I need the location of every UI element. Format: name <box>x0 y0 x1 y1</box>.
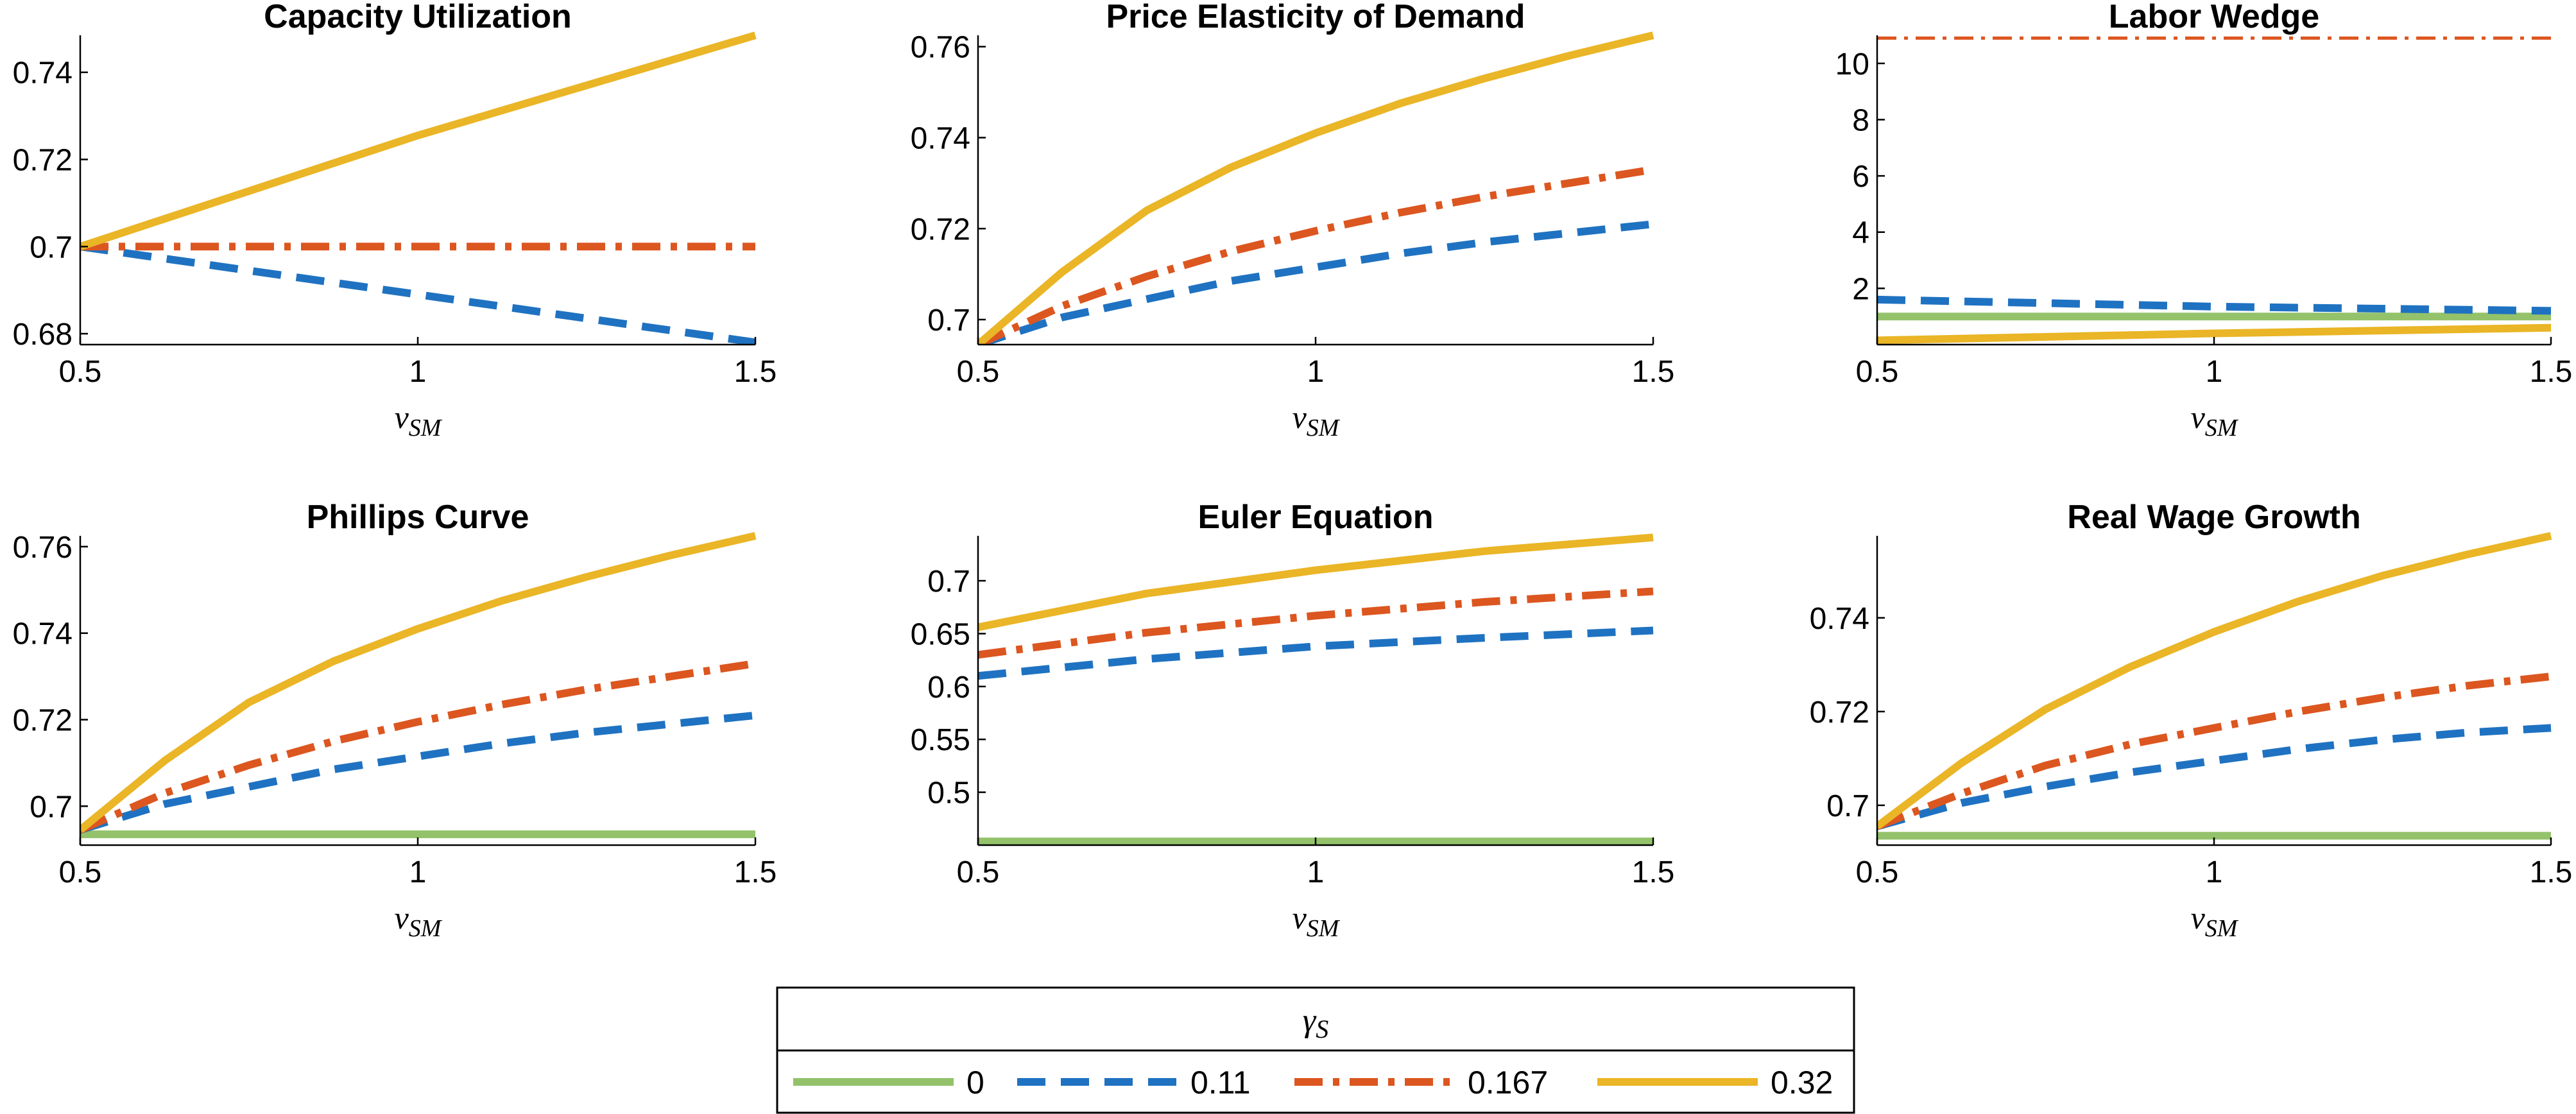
series-gamma-0-11 <box>1877 724 2552 830</box>
panel-5: Euler Equation 0.5 1 1.5 0.5 0.55 0.6 0.65 0.7 νS… <box>911 499 1675 942</box>
y-tick-label: 0.72 <box>13 704 73 738</box>
y-tick-label: 0.72 <box>13 143 73 177</box>
series-gamma-0-32 <box>80 31 757 250</box>
y-tick-label: 0.55 <box>911 723 970 757</box>
y-tick-label: 0.68 <box>13 318 73 352</box>
series-group <box>1877 36 2552 345</box>
x-tick-label: 0.5 <box>957 355 1000 389</box>
panel-3: Labor Wedge 0.5 1 1.5 2 4 6 8 10 νSM <box>1835 0 2573 441</box>
x-tick-label: 1.5 <box>2530 855 2573 889</box>
x-axis-label: νSM <box>395 399 443 441</box>
x-tick-label: 0.5 <box>1856 855 1899 889</box>
series-gamma-0-167 <box>1877 673 2552 830</box>
panel-title: Euler Equation <box>1198 499 1434 536</box>
y-tick-label: 0.5 <box>927 776 970 810</box>
y-tick-label: 2 <box>1852 272 1869 306</box>
series-gamma-0-11 <box>978 220 1654 345</box>
series-group <box>978 533 1654 845</box>
panel-4: Phillips Curve 0.5 1 1.5 0.7 0.72 0.74 0.76 νSM <box>13 499 777 942</box>
y-tick-label: 0.7 <box>1826 789 1869 823</box>
panel-6: Real Wage Growth 0.5 1 1.5 0.7 0.72 0.74 νSM <box>1810 499 2573 942</box>
legend: γS 0 0.11 0.167 0.32 <box>776 986 1855 1114</box>
series-group <box>1877 532 2552 840</box>
series-gamma-0-32 <box>1877 532 2552 830</box>
series-group <box>80 31 757 345</box>
y-tick-label: 0.76 <box>13 531 73 565</box>
x-tick-label: 1 <box>1307 355 1325 389</box>
panel-title: Capacity Utilization <box>264 0 572 35</box>
y-tick-label: 0.72 <box>911 212 970 246</box>
y-tick-label: 0.74 <box>13 56 73 90</box>
x-tick-label: 1.5 <box>2530 355 2573 389</box>
y-tick-label: 4 <box>1852 216 1869 250</box>
x-tick-label: 0.5 <box>59 355 102 389</box>
series-group <box>978 31 1654 345</box>
legend-label: 0.32 <box>1771 1065 1833 1101</box>
legend-label: 0.167 <box>1468 1065 1548 1101</box>
series-gamma-0-32 <box>1877 323 2552 345</box>
x-tick-label: 1.5 <box>734 855 777 889</box>
panel-1: Capacity Utilization 0.5 1 1.5 0.68 0.7 0.72 0.… <box>13 0 777 441</box>
series-gamma-0-167 <box>80 659 756 834</box>
x-tick-label: 1.5 <box>1632 355 1675 389</box>
panel-title: Real Wage Growth <box>2067 499 2360 536</box>
x-tick-label: 1 <box>409 855 427 889</box>
panel-title: Phillips Curve <box>307 499 529 536</box>
series-gamma-0-11 <box>978 626 1654 680</box>
legend-label: 0 <box>966 1065 984 1101</box>
y-tick-label: 0.7 <box>30 790 73 824</box>
series-gamma-0-11 <box>80 711 756 834</box>
x-tick-label: 1 <box>1307 855 1325 889</box>
y-tick-label: 0.65 <box>911 617 970 651</box>
x-tick-label: 1 <box>2206 355 2223 389</box>
y-tick-label: 0.74 <box>911 121 970 155</box>
x-tick-label: 1.5 <box>734 355 777 389</box>
y-tick-label: 0.72 <box>1810 696 1869 730</box>
y-tick-label: 0.7 <box>927 304 970 338</box>
series-gamma-0-32 <box>978 31 1654 345</box>
x-tick-label: 0.5 <box>59 855 102 889</box>
x-tick-label: 0.5 <box>957 855 1000 889</box>
x-tick-label: 1.5 <box>1632 855 1675 889</box>
y-tick-label: 10 <box>1835 47 1869 81</box>
series-gamma-0-32 <box>80 532 757 834</box>
x-axis-label: νSM <box>1292 399 1341 441</box>
panel-title: Labor Wedge <box>2109 0 2319 35</box>
x-axis-label: νSM <box>1292 900 1341 942</box>
x-axis-label: νSM <box>2191 900 2239 942</box>
panel-title: Price Elasticity of Demand <box>1106 0 1525 35</box>
y-tick-label: 0.7 <box>30 230 73 264</box>
y-tick-label: 0.76 <box>911 31 970 65</box>
series-gamma-0-167 <box>978 587 1654 659</box>
y-tick-label: 0.74 <box>1810 602 1869 636</box>
y-tick-label: 0.7 <box>927 565 970 599</box>
panel-2: Price Elasticity of Demand 0.5 1 1.5 0.7 0.72… <box>911 0 1675 441</box>
series-gamma-0-167 <box>978 166 1654 345</box>
x-tick-label: 1 <box>409 355 427 389</box>
x-axis-label: νSM <box>2191 399 2239 441</box>
series-group <box>80 532 757 839</box>
series-gamma-0-32 <box>978 533 1654 631</box>
x-tick-label: 0.5 <box>1856 355 1899 389</box>
y-tick-label: 0.6 <box>927 671 970 705</box>
y-tick-label: 8 <box>1852 103 1869 137</box>
x-tick-label: 1 <box>2206 855 2223 889</box>
y-tick-label: 6 <box>1852 160 1869 194</box>
legend-label: 0.11 <box>1190 1065 1251 1101</box>
legend-title: γS <box>1303 1002 1329 1043</box>
series-gamma-0-11 <box>80 243 756 345</box>
series-gamma-0-11 <box>1877 295 2552 315</box>
y-tick-label: 0.74 <box>13 617 73 651</box>
x-axis-label: νSM <box>395 900 443 942</box>
